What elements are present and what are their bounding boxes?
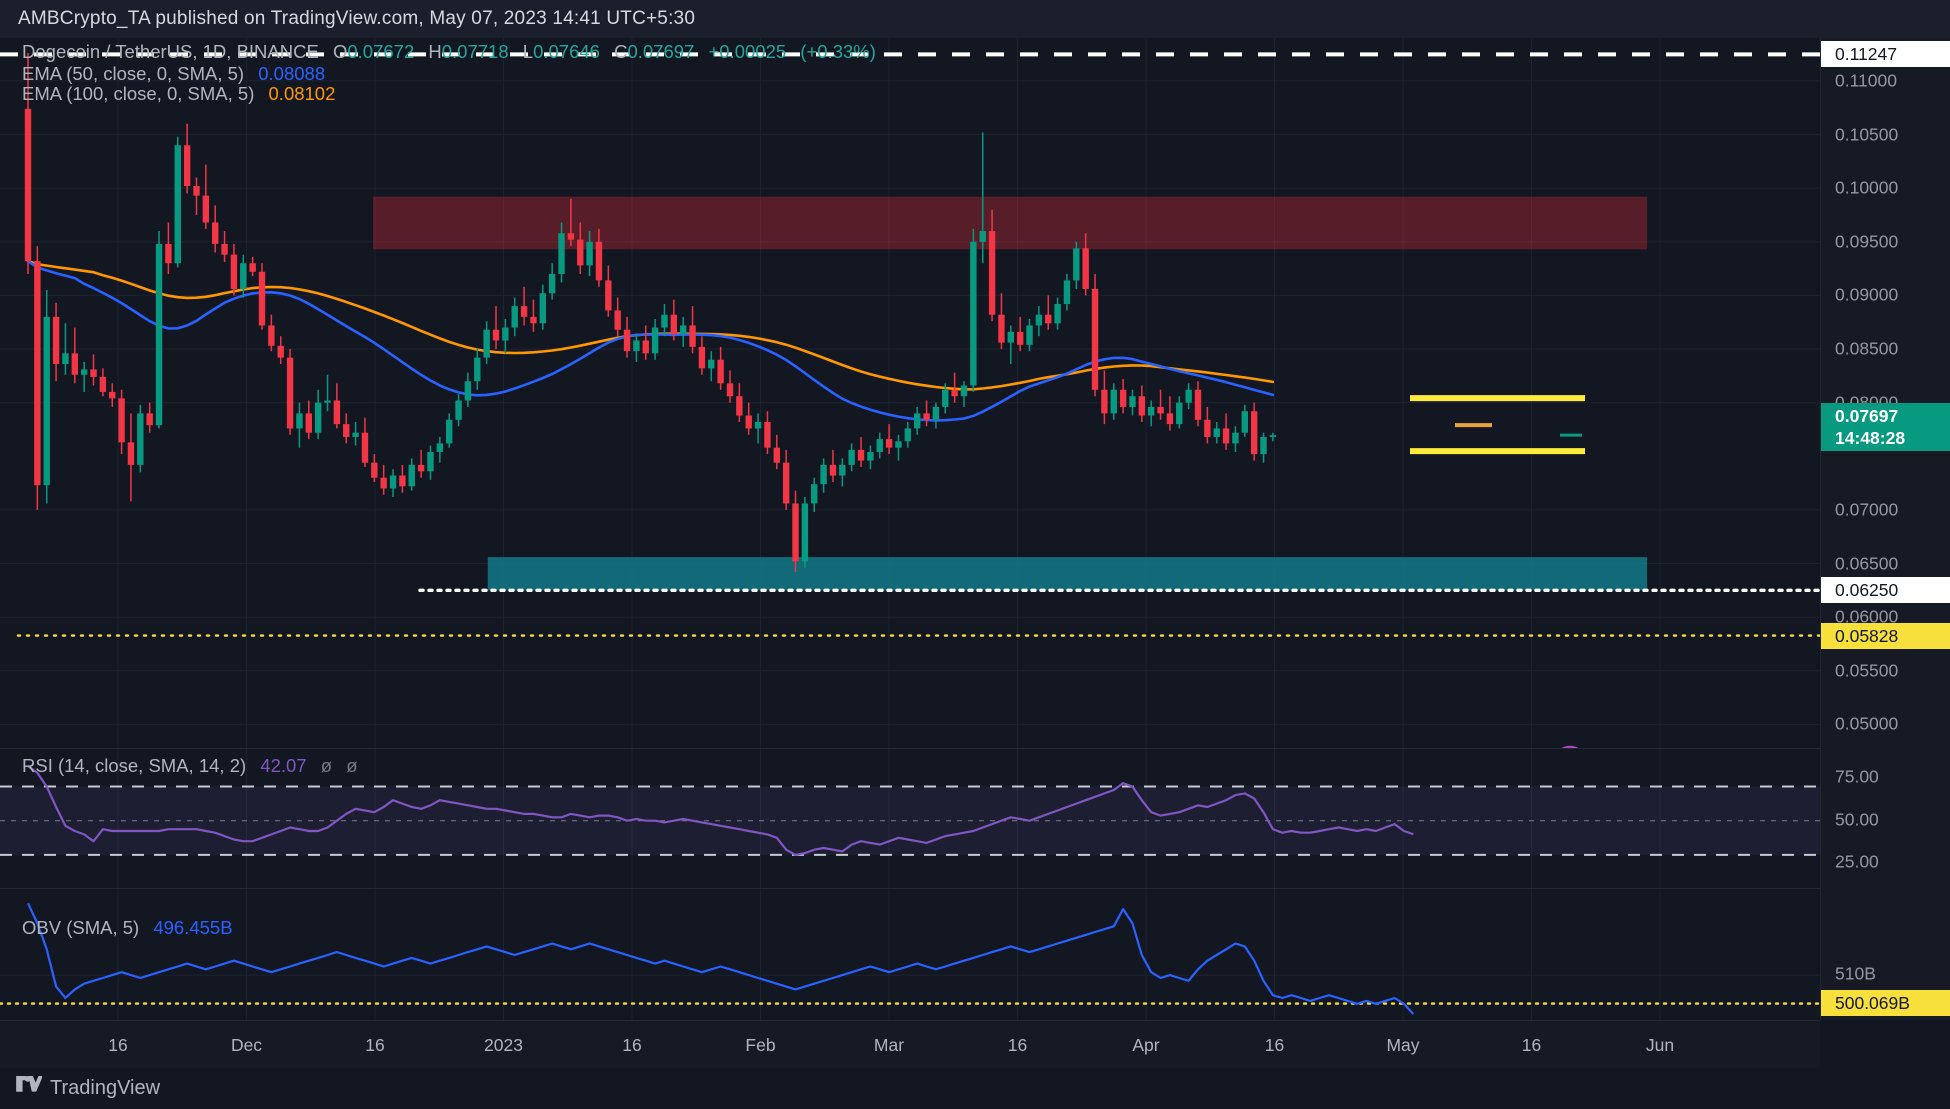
price-tick-0_10500: 0.10500 <box>1835 124 1899 145</box>
price-tick-0_07000: 0.07000 <box>1835 499 1899 520</box>
change-percent: (+0.33%) <box>800 41 876 62</box>
price-tick-0_09000: 0.09000 <box>1835 284 1899 305</box>
last-price-tag-time: 14:48:28 <box>1835 428 1906 449</box>
price-tick-0_09500: 0.09500 <box>1835 231 1899 252</box>
rsi-pane[interactable]: RSI (14, close, SMA, 14, 2) 42.07 ø ø <box>0 748 1820 888</box>
ema100-value: 0.08102 <box>268 83 336 104</box>
ema50-value: 0.08088 <box>258 63 326 84</box>
top-level-tag[interactable]: 0.11247 <box>1821 41 1950 68</box>
time-label-6: Mar <box>873 1035 905 1055</box>
price-pane[interactable] <box>0 38 1820 748</box>
rsi-extra-2: ø <box>346 755 358 776</box>
time-label-4: 16 <box>622 1035 642 1055</box>
price-axis[interactable]: USDT 0.110000.105000.100000.095000.09000… <box>1820 38 1950 1020</box>
tradingview-logo-icon <box>16 1076 43 1101</box>
rsi-tick-25: 25.00 <box>1835 851 1879 872</box>
time-label-0: 16 <box>108 1035 128 1055</box>
time-axis[interactable]: 16 Dec 16 2023 16 Feb Mar 16 Apr 16 May 16 Jun <box>0 1020 1820 1068</box>
lightning-bolt-icon <box>1561 745 1579 748</box>
rsi-extra-1: ø <box>320 755 333 776</box>
ema50-label: EMA (50, close, 0, SMA, 5) <box>22 63 245 84</box>
rsi-label: RSI (14, close, SMA, 14, 2) <box>22 755 247 776</box>
yellow-level-tag[interactable]: 0.05828 <box>1821 622 1950 649</box>
rsi-tick-75: 75.00 <box>1835 766 1879 787</box>
price-tick-0_06000: 0.06000 <box>1835 606 1899 627</box>
symbol-label: Dogecoin / TetherUS, 1D, BINANCE <box>22 41 319 62</box>
rsi-legend[interactable]: RSI (14, close, SMA, 14, 2) 42.07 ø ø <box>22 755 358 777</box>
publish-text: AMBCrypto_TA published on TradingView.co… <box>18 8 696 29</box>
time-label-7: 16 <box>1007 1035 1028 1055</box>
low-label: L <box>522 41 534 62</box>
high-label: H <box>428 41 442 62</box>
branding-bar: TradingView <box>0 1068 1950 1109</box>
support-level-tag[interactable]: 0.06250 <box>1821 577 1950 604</box>
obv-pane[interactable]: OBV (SMA, 5) 496.455B <box>0 888 1820 1020</box>
obv-tick-510B: 510B <box>1835 963 1876 984</box>
open-value: 0.07672 <box>347 41 415 62</box>
rsi-plot-svg <box>0 749 1820 888</box>
ema100-legend[interactable]: EMA (100, close, 0, SMA, 5) 0.08102 <box>22 83 335 105</box>
time-label-2: 16 <box>365 1035 385 1055</box>
time-label-5: Feb <box>745 1035 776 1055</box>
price-tick-0_05000: 0.05000 <box>1835 713 1899 734</box>
ema50-legend[interactable]: EMA (50, close, 0, SMA, 5) 0.08088 <box>22 63 325 85</box>
time-label-9: 16 <box>1264 1035 1285 1055</box>
price-plot-svg <box>0 38 1820 748</box>
publish-bar: AMBCrypto_TA published on TradingView.co… <box>0 0 1950 38</box>
low-value: 0.07646 <box>533 41 600 62</box>
time-label-1: Dec <box>230 1035 263 1055</box>
last-price-tag[interactable]: 0.07697 14:48:28 <box>1821 403 1950 452</box>
obv-label: OBV (SMA, 5) <box>22 917 140 938</box>
time-label-12: Jun <box>1645 1035 1675 1055</box>
rsi-tick-50: 50.00 <box>1835 809 1879 830</box>
obv-value: 496.455B <box>153 917 233 938</box>
open-label: O <box>332 41 348 62</box>
ema100-label: EMA (100, close, 0, SMA, 5) <box>22 83 255 104</box>
price-tick-0_05500: 0.05500 <box>1835 660 1899 681</box>
price-tick-0_10000: 0.10000 <box>1835 177 1899 198</box>
tradingview-wordmark: TradingView <box>50 1077 161 1099</box>
time-label-3: 2023 <box>484 1035 523 1055</box>
symbol-legend[interactable]: Dogecoin / TetherUS, 1D, BINANCE O0.0767… <box>22 41 876 63</box>
obv-last-tag[interactable]: 500.069B <box>1821 989 1950 1016</box>
time-label-11: 16 <box>1521 1035 1542 1055</box>
obv-legend[interactable]: OBV (SMA, 5) 496.455B <box>22 917 233 939</box>
price-tick-0_08500: 0.08500 <box>1835 338 1899 359</box>
obv-plot-svg <box>0 889 1820 1020</box>
close-value: 0.07697 <box>627 41 695 62</box>
close-label: C <box>614 41 628 62</box>
price-tick-0_11000: 0.11000 <box>1835 70 1897 91</box>
time-label-10: May <box>1386 1035 1420 1055</box>
high-value: 0.07718 <box>441 41 509 62</box>
time-label-8: Apr <box>1132 1035 1160 1055</box>
rsi-value: 42.07 <box>260 755 307 776</box>
price-tick-0_06500: 0.06500 <box>1835 553 1899 574</box>
change-value: +0.00025 <box>708 41 787 62</box>
